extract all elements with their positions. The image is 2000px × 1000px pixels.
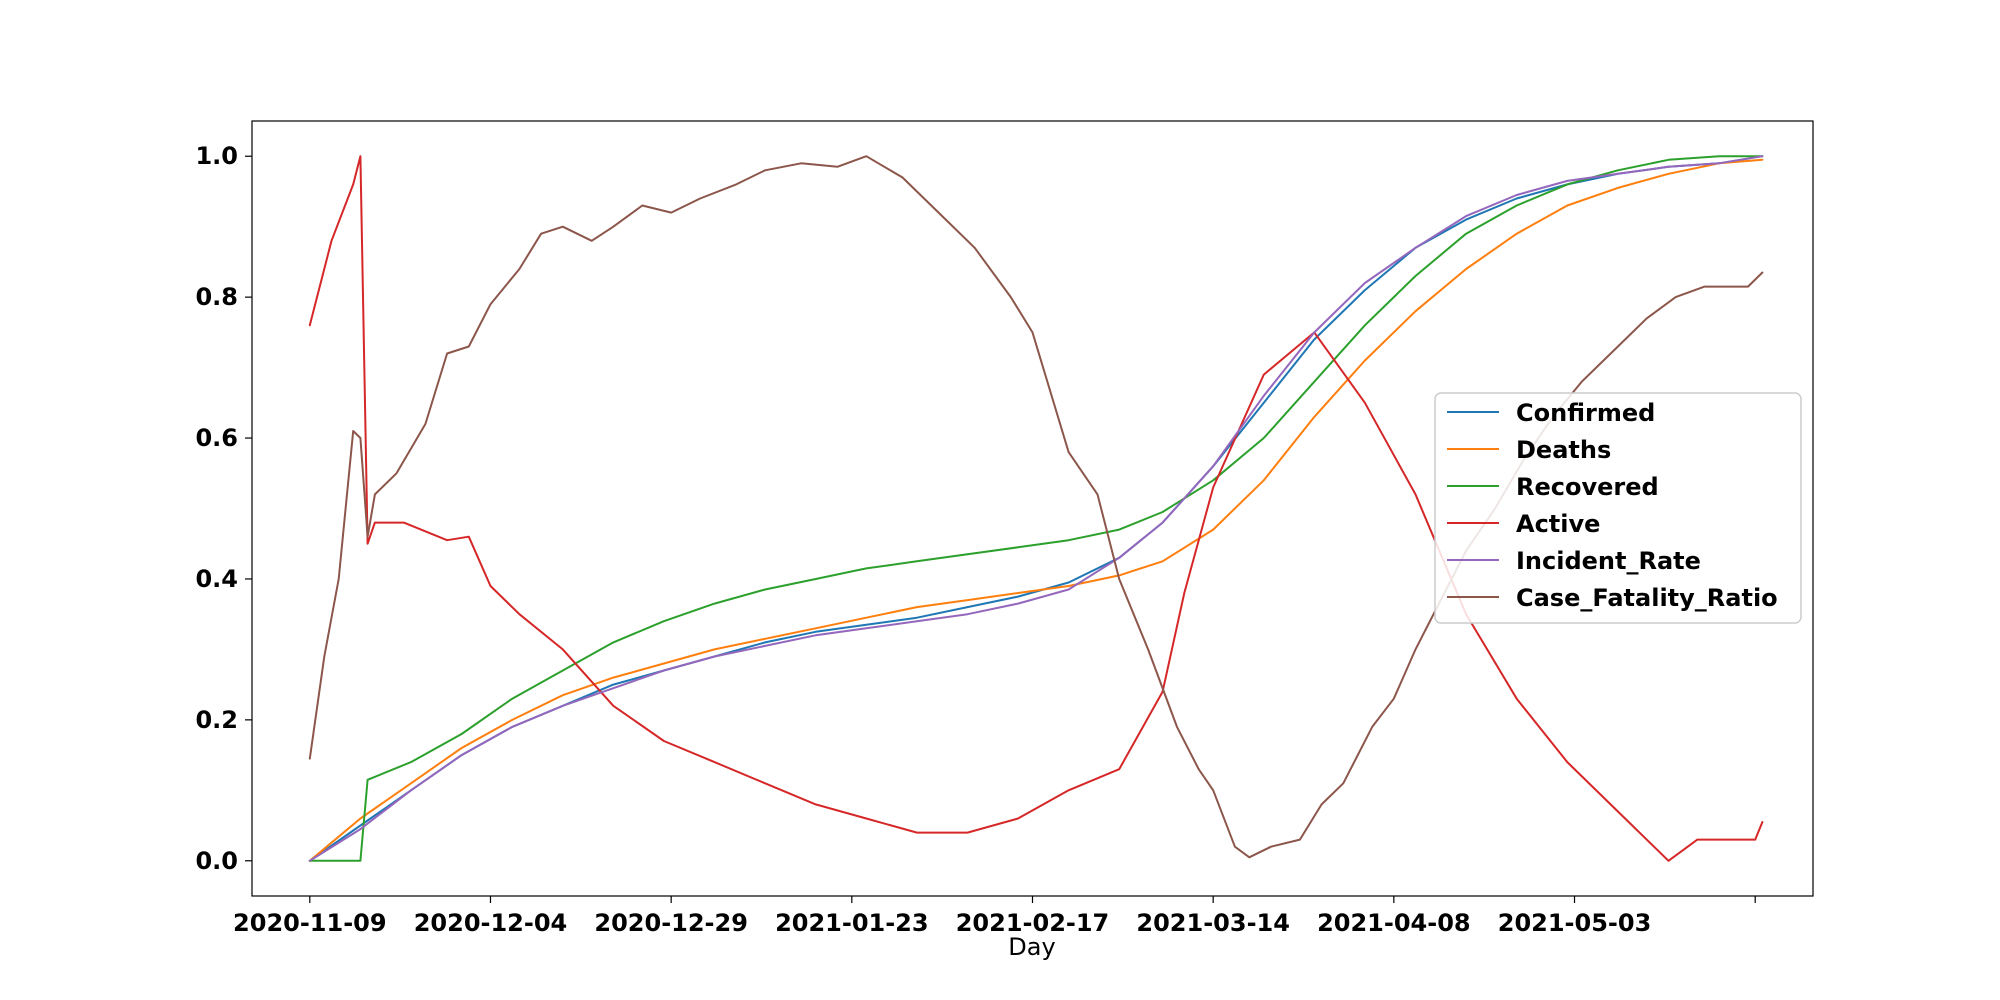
- y-tick-label: 0.6: [195, 424, 238, 452]
- x-tick-label: 2020-12-04: [414, 909, 568, 937]
- legend-items: Confirmed Deaths Recovered Active Incident_R…: [1447, 399, 1778, 612]
- x-axis: 2020-11-09 2020-12-04 2020-12-29 2021-01-23…: [233, 896, 1756, 937]
- x-axis-title: Day: [1008, 933, 1055, 961]
- legend-label-recovered: Recovered: [1516, 473, 1659, 501]
- x-tick-label: 2021-05-03: [1498, 909, 1652, 937]
- series-layer: [308, 155, 1764, 862]
- x-tick-label: 2021-01-23: [775, 909, 929, 937]
- legend-label-case-fatality-ratio: Case_Fatality_Ratio: [1516, 584, 1778, 612]
- x-tick-label: 2021-04-08: [1317, 909, 1471, 937]
- series-line-recovered: [308, 155, 1764, 862]
- legend-label-confirmed: Confirmed: [1516, 399, 1655, 427]
- y-tick-label: 0.8: [195, 283, 238, 311]
- y-axis: 0.0 0.2 0.4 0.6 0.8 1.0: [195, 142, 252, 875]
- legend-label-active: Active: [1516, 510, 1600, 538]
- series-line-deaths: [308, 158, 1764, 862]
- legend-label-deaths: Deaths: [1516, 436, 1611, 464]
- x-tick-label: 2020-12-29: [594, 909, 748, 937]
- x-tick-label: 2020-11-09: [233, 909, 387, 937]
- x-tick-label: 2021-03-14: [1136, 909, 1290, 937]
- x-tick-label: 2021-02-17: [956, 909, 1110, 937]
- series-line-active: [308, 155, 1764, 862]
- legend-label-incident-rate: Incident_Rate: [1516, 547, 1701, 575]
- series-line-incident-rate: [308, 155, 1764, 862]
- y-tick-label: 0.2: [195, 706, 238, 734]
- y-tick-label: 0.0: [195, 847, 238, 875]
- y-tick-label: 0.4: [195, 565, 238, 593]
- y-tick-label: 1.0: [195, 142, 238, 170]
- legend-box: [1434, 392, 1802, 624]
- legend: Confirmed Deaths Recovered Active Incident_R…: [1434, 392, 1802, 624]
